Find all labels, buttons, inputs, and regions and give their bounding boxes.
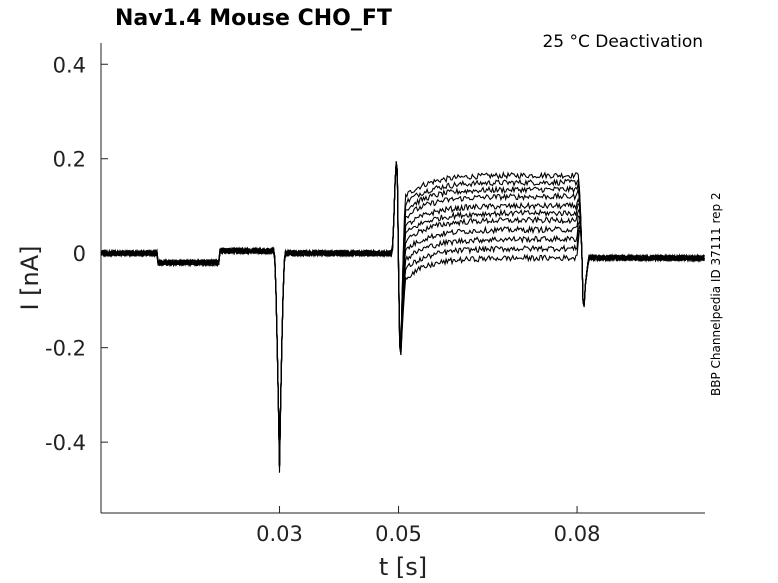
y-tick-label: 0.4 — [53, 53, 86, 77]
x-tick-label: 0.08 — [554, 522, 601, 546]
chart-annotation: 25 °C Deactivation — [542, 32, 703, 52]
y-axis-label: I [nA] — [16, 245, 44, 310]
y-tick-label: 0.2 — [53, 148, 86, 172]
traces — [100, 161, 705, 473]
y-ticks: 0.4 0.2 0 -0.2 -0.4 — [45, 53, 108, 455]
x-tick-label: 0.05 — [375, 522, 422, 546]
series-line — [100, 162, 705, 467]
side-label: BBP Channelpedia ID 37111 rep 2 — [709, 192, 723, 396]
x-axis-label: t [s] — [379, 553, 427, 581]
y-tick-label: 0 — [73, 242, 86, 266]
x-ticks: 0.03 0.05 0.08 — [256, 506, 600, 546]
chart-title: Nav1.4 Mouse CHO_FT — [115, 6, 392, 31]
x-tick-label: 0.03 — [256, 522, 303, 546]
y-tick-label: -0.4 — [45, 431, 86, 455]
y-tick-label: -0.2 — [45, 337, 86, 361]
